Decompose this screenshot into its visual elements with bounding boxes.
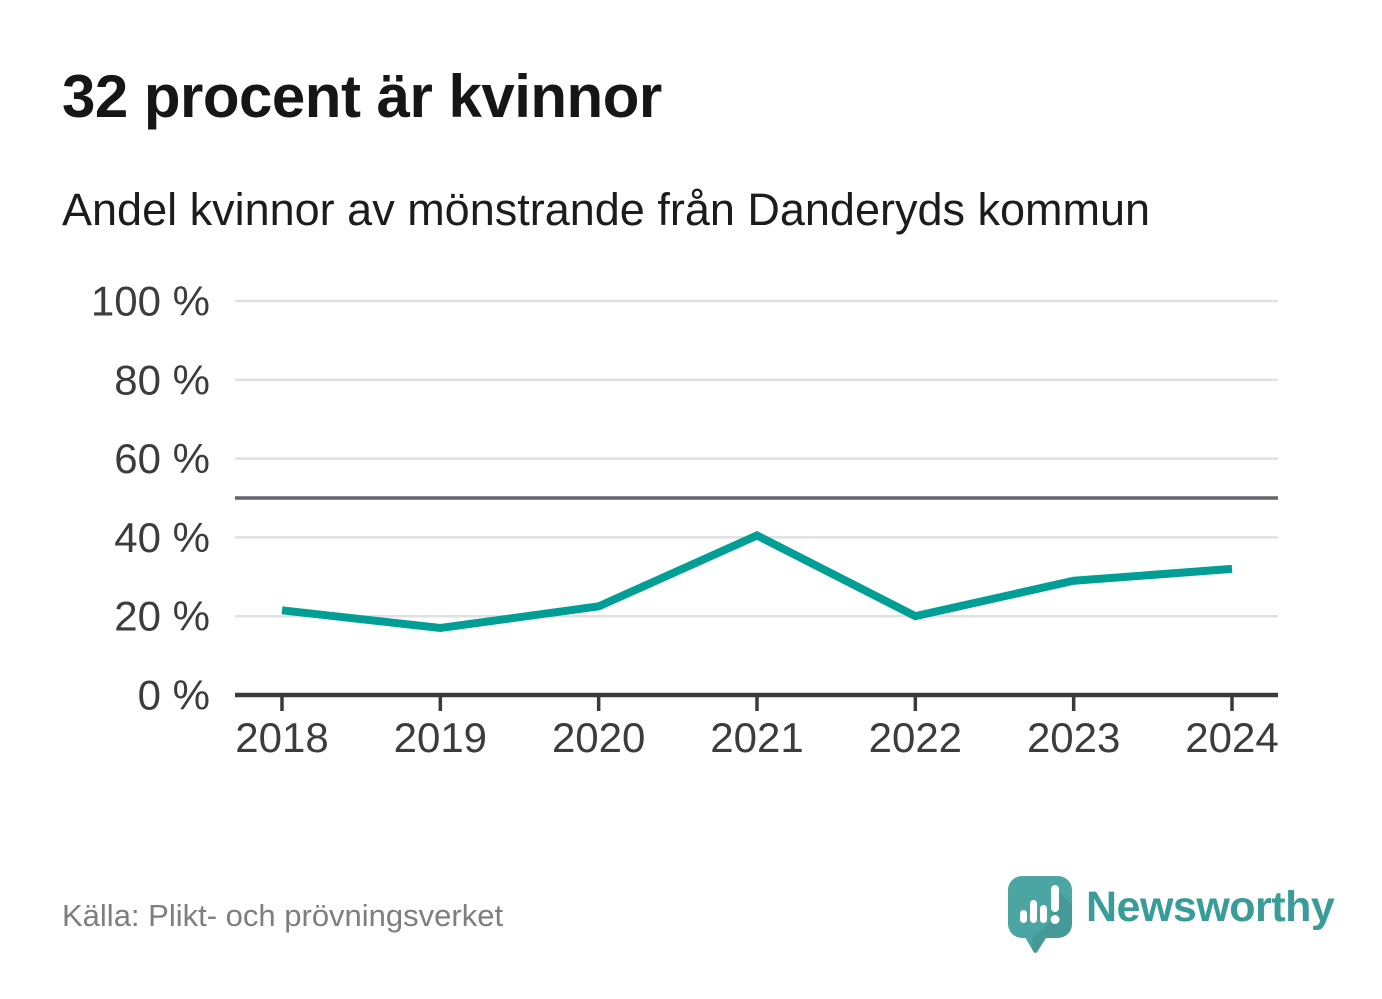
y-axis-label: 40 % xyxy=(114,514,210,561)
newsworthy-logo: Newsworthy xyxy=(1008,876,1335,954)
logo-bar-2 xyxy=(1030,900,1037,923)
newsworthy-wordmark: Newsworthy xyxy=(1086,883,1335,931)
x-axis-label: 2023 xyxy=(1027,714,1120,761)
page-title: 32 procent är kvinnor xyxy=(62,63,662,130)
x-axis-label: 2019 xyxy=(394,714,487,761)
y-axis-label: 20 % xyxy=(114,593,210,640)
chart-subtitle: Andel kvinnor av mönstrande från Dandery… xyxy=(62,184,1151,235)
x-axis-label: 2024 xyxy=(1185,714,1278,761)
logo-bar-3 xyxy=(1040,905,1047,923)
x-axis-label: 2020 xyxy=(552,714,645,761)
y-axis-label: 100 % xyxy=(91,278,210,325)
x-axis-label: 2021 xyxy=(710,714,803,761)
logo-bar-1 xyxy=(1020,910,1027,923)
data-line xyxy=(281,530,1233,633)
y-axis-label: 60 % xyxy=(114,435,210,482)
x-axis-label: 2018 xyxy=(235,714,328,761)
logo-exclamation-bar xyxy=(1051,885,1059,912)
y-axis-label: 80 % xyxy=(114,356,210,403)
x-axis-label: 2022 xyxy=(869,714,962,761)
source-text: Källa: Plikt- och prövningsverket xyxy=(62,898,504,933)
logo-exclamation-dot xyxy=(1050,915,1060,924)
newsworthy-logo-icon xyxy=(1008,876,1072,953)
y-axis-label: 0 % xyxy=(138,672,210,719)
